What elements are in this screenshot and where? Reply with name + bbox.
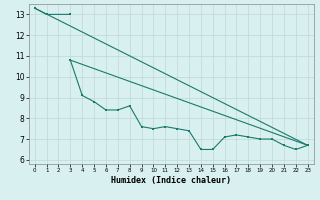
X-axis label: Humidex (Indice chaleur): Humidex (Indice chaleur): [111, 176, 231, 185]
